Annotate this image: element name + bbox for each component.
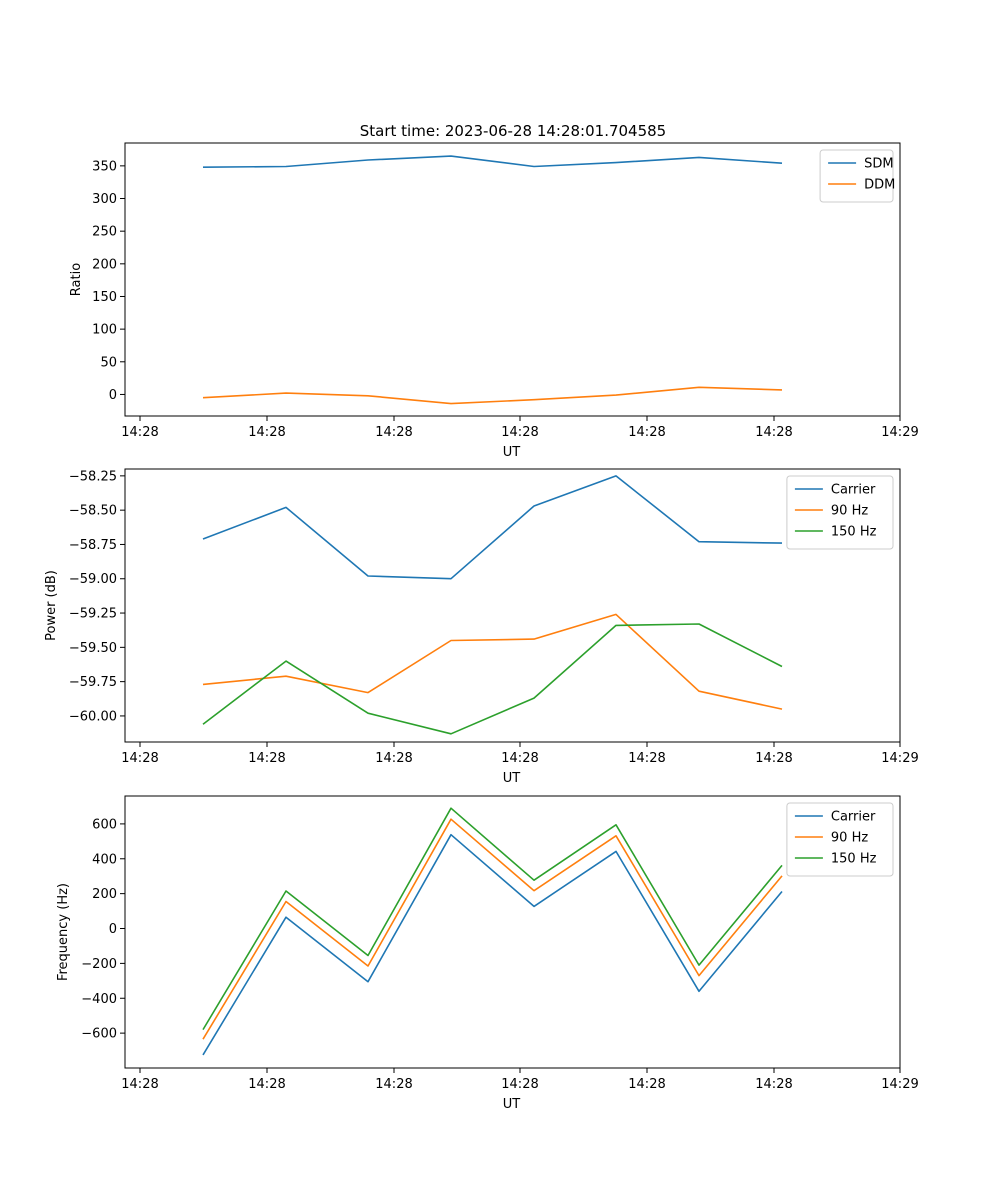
- y-tick-label: 50: [100, 355, 117, 370]
- x-tick-label: 14:29: [881, 1077, 918, 1092]
- y-tick-label: 400: [92, 852, 117, 867]
- series-line-ddm: [202, 386, 783, 405]
- x-tick-label: 14:28: [628, 751, 665, 766]
- x-tick-label: 14:28: [755, 751, 792, 766]
- x-tick-label: 14:28: [248, 1077, 285, 1092]
- y-tick-label: −59.75: [69, 675, 117, 690]
- y-tick-label: −59.50: [69, 641, 117, 656]
- legend: Carrier 90 Hz 150 Hz: [786, 475, 894, 550]
- legend-label: Carrier: [831, 483, 876, 498]
- figure-title: Start time: 2023-06-28 14:28:01.704585: [360, 122, 666, 140]
- y-tick-label: 200: [92, 257, 117, 272]
- y-tick-label: 350: [92, 159, 117, 174]
- y-tick-label: −58.25: [69, 469, 117, 484]
- legend-label: 150 Hz: [831, 852, 877, 867]
- x-tick-label: 14:28: [248, 751, 285, 766]
- x-tick-label: 14:28: [375, 751, 412, 766]
- y-axis-label: Power (dB): [44, 570, 59, 641]
- y-tick-label: −60.00: [69, 709, 117, 724]
- x-axis-label: UT: [503, 771, 521, 786]
- x-tick-label: 14:28: [501, 751, 538, 766]
- series-line-carrier: [202, 475, 783, 580]
- y-axis-label: Frequency (Hz): [56, 883, 71, 981]
- legend-label: Carrier: [831, 810, 876, 825]
- legend-label: 90 Hz: [831, 504, 868, 519]
- y-tick-label: −400: [81, 992, 117, 1007]
- chart-panel-1: 0 50 100 150 200 250 300 350 14:28 14:28 14:28 14:2…: [69, 142, 919, 460]
- y-tick-label: −58.50: [69, 504, 117, 519]
- x-tick-label: 14:28: [248, 425, 285, 440]
- legend-label: 90 Hz: [831, 831, 868, 846]
- y-tick-label: −600: [81, 1027, 117, 1042]
- series-line-carrier: [202, 833, 783, 1056]
- y-axis-label: Ratio: [69, 263, 84, 296]
- y-tick-label: −58.75: [69, 538, 117, 553]
- x-tick-label: 14:28: [755, 1077, 792, 1092]
- y-tick-label: −59.25: [69, 607, 117, 622]
- series-line-150-hz: [202, 807, 783, 1031]
- x-axis-label: UT: [503, 1097, 521, 1112]
- chart-panel-2: −60.00 −59.75 −59.50 −59.25 −59.00 −58.75 −58.…: [44, 468, 919, 786]
- x-tick-label: 14:28: [628, 425, 665, 440]
- axes-frame: [124, 795, 901, 1069]
- series-line-90-hz: [202, 818, 783, 1040]
- x-tick-label: 14:28: [121, 751, 158, 766]
- legend-label: DDM: [864, 178, 895, 193]
- x-tick-label: 14:28: [501, 425, 538, 440]
- x-tick-label: 14:28: [121, 425, 158, 440]
- legend: SDM DDM: [819, 149, 895, 203]
- x-axis-label: UT: [503, 445, 521, 460]
- x-tick-label: 14:28: [755, 425, 792, 440]
- series-line-150-hz: [202, 623, 783, 735]
- chart-panel-3: −600 −400 −200 0 200 400 600 14:28 14:28 14:28 14:…: [56, 795, 919, 1112]
- axes-frame: [124, 142, 901, 417]
- charts-container: 0 50 100 150 200 250 300 350 14:28 14:28 14:28 14:2…: [44, 142, 919, 1112]
- x-tick-label: 14:28: [501, 1077, 538, 1092]
- axes-frame: [124, 468, 901, 743]
- x-tick-label: 14:28: [375, 425, 412, 440]
- y-tick-label: 600: [92, 817, 117, 832]
- x-tick-label: 14:28: [121, 1077, 158, 1092]
- y-tick-label: 250: [92, 225, 117, 240]
- legend-label: 150 Hz: [831, 525, 877, 540]
- y-tick-label: 150: [92, 290, 117, 305]
- x-tick-label: 14:28: [375, 1077, 412, 1092]
- series-line-90-hz: [202, 613, 783, 710]
- x-tick-label: 14:29: [881, 751, 918, 766]
- series-line-sdm: [202, 155, 783, 168]
- legend-label: SDM: [864, 157, 893, 172]
- y-tick-label: 300: [92, 192, 117, 207]
- legend: Carrier 90 Hz 150 Hz: [786, 802, 894, 877]
- y-tick-label: 100: [92, 323, 117, 338]
- x-tick-label: 14:28: [628, 1077, 665, 1092]
- y-tick-label: 200: [92, 887, 117, 902]
- y-tick-label: −200: [81, 957, 117, 972]
- x-tick-label: 14:29: [881, 425, 918, 440]
- y-tick-label: −59.00: [69, 572, 117, 587]
- y-tick-label: 0: [109, 922, 117, 937]
- y-tick-label: 0: [109, 388, 117, 403]
